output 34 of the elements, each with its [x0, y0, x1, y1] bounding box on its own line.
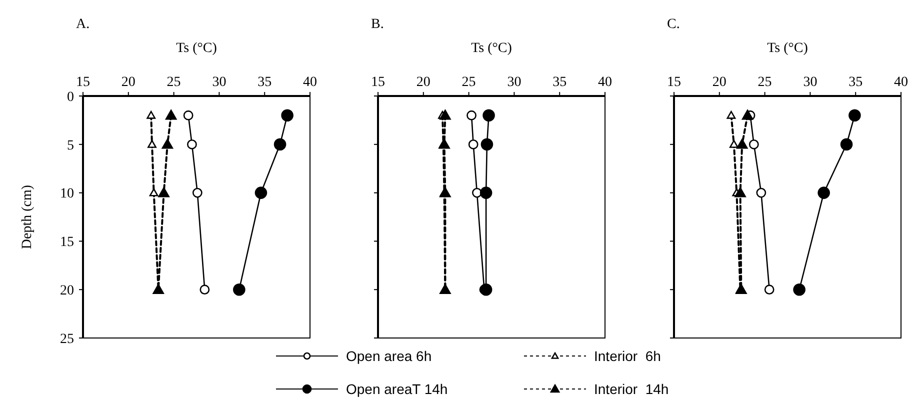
x-tick-label: 25 [462, 75, 476, 90]
legend-label: Open areaT 14h [346, 380, 448, 397]
x-tick-label: 35 [848, 75, 863, 90]
x-axis-title: Ts (°C) [767, 41, 808, 56]
x-tick-label: 20 [416, 75, 430, 90]
x-tick-label: 40 [894, 75, 908, 90]
x-tick-label: 25 [758, 75, 772, 90]
legend-label: Interior 6h [594, 348, 661, 364]
x-tick-label: 30 [803, 75, 818, 90]
x-tick-label: 35 [552, 75, 567, 90]
x-tick-label: 35 [258, 75, 272, 90]
y-tick-label: 20 [60, 284, 74, 298]
y-tick-label: 15 [60, 235, 74, 250]
y-tick-label: 0 [67, 90, 74, 105]
y-axis-title: Depth (cm) [20, 184, 35, 250]
x-axis-title: Ts (°C) [471, 41, 512, 56]
y-tick-label: 25 [60, 332, 74, 347]
x-tick-label: 15 [371, 75, 385, 90]
x-tick-label: 20 [121, 75, 136, 90]
chart-title: B. [371, 17, 384, 32]
x-tick-label: 30 [507, 75, 522, 90]
y-tick-label: 10 [60, 186, 74, 202]
legend-label: Interior 14h [594, 380, 669, 397]
x-tick-label: 30 [212, 75, 226, 90]
x-axis-title: Ts (°C) [176, 41, 218, 56]
x-tick-label: 15 [667, 75, 681, 90]
x-tick-label: 20 [712, 75, 726, 90]
x-tick-label: 40 [303, 75, 317, 90]
x-tick-label: 25 [166, 75, 181, 90]
x-tick-label: 40 [598, 75, 612, 90]
chart-title: A. [76, 17, 90, 32]
y-tick-label: 5 [67, 138, 74, 154]
legend-label: Open area 6h [346, 348, 432, 364]
chart-title: C. [667, 17, 680, 32]
